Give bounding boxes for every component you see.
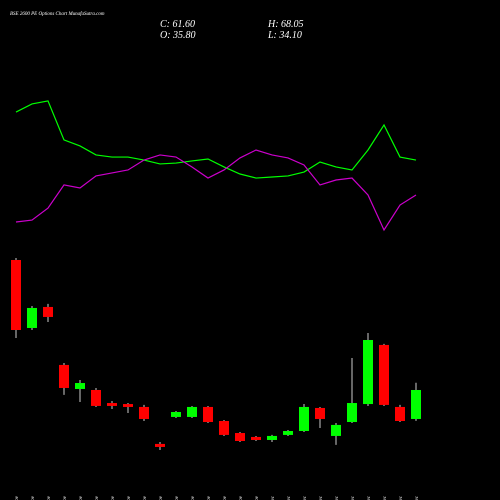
candle-body: [219, 421, 229, 435]
x-tick-label: 06 Dec: [335, 495, 340, 500]
x-tick-label: 11 Dec: [383, 495, 388, 500]
candle-body: [283, 431, 293, 435]
x-tick-label: 08 Nov: [31, 495, 36, 500]
candle-body: [91, 389, 101, 406]
header-close: C: 61.60: [160, 19, 195, 30]
candle-body: [331, 424, 341, 436]
candle-body: [411, 389, 421, 419]
indicator-line: [15, 149, 417, 232]
x-tick-label: 13 Dec: [415, 495, 420, 500]
candle-body: [203, 406, 213, 423]
candle-body: [251, 436, 261, 440]
candle-body: [363, 339, 373, 405]
x-tick-label: 20 Nov: [143, 495, 148, 500]
x-tick-label: 21 Nov: [159, 495, 164, 500]
candle-body: [155, 443, 165, 447]
candle-body: [43, 306, 53, 317]
x-tick-label: 09 Dec: [351, 495, 356, 500]
chart-title: BSE 2600 PE Options Chart MunafaSutra.co…: [10, 12, 105, 17]
candle-body: [395, 406, 405, 422]
candle-body: [11, 260, 21, 330]
candle-body: [27, 307, 37, 328]
x-tick-label: 13 Nov: [79, 495, 84, 500]
x-tick-label: 07 Nov: [15, 495, 20, 500]
candle-body: [59, 364, 69, 388]
candle-body: [347, 403, 357, 423]
candle-body: [139, 406, 149, 419]
x-tick-label: 18 Nov: [111, 495, 116, 500]
x-tick-label: 22 Nov: [175, 495, 180, 500]
x-tick-label: 27 Nov: [223, 495, 228, 500]
x-tick-label: 25 Nov: [191, 495, 196, 500]
x-tick-label: 11 Nov: [47, 495, 52, 500]
x-tick-label: 28 Nov: [239, 495, 244, 500]
candle-body: [75, 383, 85, 389]
x-tick-label: 02 Dec: [271, 495, 276, 500]
header-high: H: 68.05: [267, 19, 304, 30]
header-low: L: 34.10: [267, 30, 302, 41]
header-open: O: 35.80: [160, 30, 196, 41]
candle-body: [379, 344, 389, 405]
x-tick-label: 12 Dec: [399, 495, 404, 500]
x-tick-label: 14 Nov: [95, 495, 100, 500]
x-tick-label: 03 Dec: [287, 495, 292, 500]
candle-body: [315, 407, 325, 419]
candle-body: [235, 433, 245, 441]
candle-body: [187, 406, 197, 417]
x-tick-label: 05 Dec: [319, 495, 324, 500]
x-tick-label: 29 Nov: [255, 495, 260, 500]
x-tick-label: 19 Nov: [127, 495, 132, 500]
x-tick-label: 12 Nov: [63, 495, 68, 500]
x-tick-label: 10 Dec: [367, 495, 372, 500]
indicator-line: [15, 100, 417, 179]
x-tick-label: 04 Dec: [303, 495, 308, 500]
candle-body: [123, 404, 133, 407]
candle-body: [107, 403, 117, 406]
candle-body: [299, 406, 309, 432]
candle-body: [267, 435, 277, 440]
candle-body: [171, 412, 181, 417]
x-tick-label: 26 Nov: [207, 495, 212, 500]
